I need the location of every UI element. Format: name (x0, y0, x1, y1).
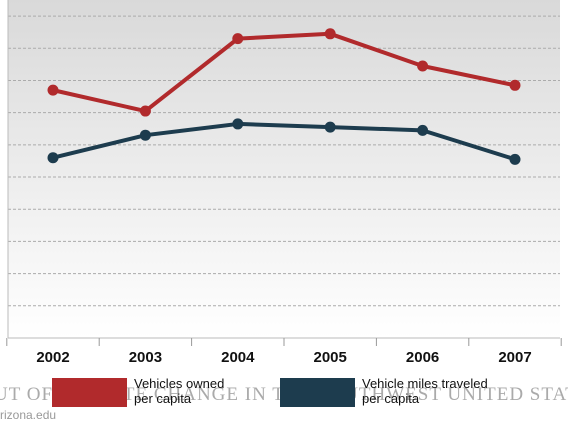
x-tick-label: 2004 (221, 349, 255, 366)
legend-swatch (280, 378, 355, 407)
data-point (324, 28, 336, 40)
data-point (232, 118, 244, 130)
legend-label: Vehicle miles traveled (362, 376, 488, 391)
series-line (51, 121, 517, 162)
series-group (47, 28, 521, 165)
x-tick-label: 2007 (498, 349, 531, 366)
data-point (324, 121, 336, 133)
data-point (47, 84, 59, 96)
series (47, 28, 521, 117)
data-point (139, 105, 151, 117)
x-tick-label: 2003 (129, 349, 162, 366)
x-axis-labels: 2002 2003 2004 2005 2006 2007 (36, 349, 531, 366)
plot-background (8, 0, 560, 338)
series-line (51, 31, 517, 114)
x-tick-label: 2006 (406, 349, 439, 366)
legend-label: Vehicles owned (134, 376, 224, 391)
data-point (232, 33, 244, 45)
legend-label: per capita (362, 391, 420, 406)
x-tick-label: 2002 (36, 349, 69, 366)
x-tick-label: 2005 (314, 349, 347, 366)
data-point (509, 79, 521, 91)
data-point (509, 153, 521, 165)
data-point (417, 124, 429, 136)
legend-swatch (52, 378, 127, 407)
data-point (417, 60, 429, 72)
watermark-url: rizona.edu (0, 408, 56, 422)
data-point (139, 129, 151, 141)
series (47, 118, 521, 165)
x-axis-ticks (6, 338, 562, 346)
data-point (47, 152, 59, 164)
legend-label: per capita (134, 391, 192, 406)
